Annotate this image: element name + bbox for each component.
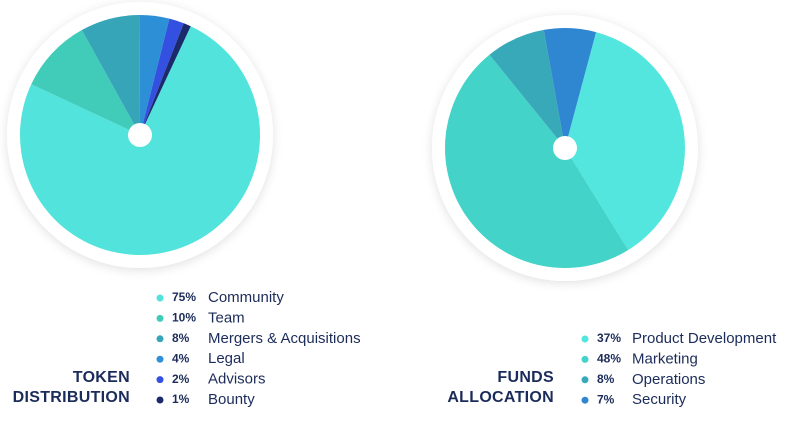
legend-label: Advisors [208, 371, 266, 388]
legend-value: 48% [597, 352, 621, 366]
pie-slice [489, 29, 565, 148]
pie-slice [31, 30, 140, 135]
pie-hole [553, 136, 577, 160]
legend-value: 4% [172, 351, 190, 365]
pie-slice [140, 23, 191, 136]
legend-value: 8% [597, 372, 615, 386]
legend-label: Bounty [208, 391, 255, 408]
legend-label: Legal [208, 350, 245, 367]
pie-slice [140, 18, 184, 135]
chart-title: TOKEN DISTRIBUTION [12, 369, 130, 406]
legend-marker [156, 314, 164, 322]
legend-value: 37% [597, 331, 621, 345]
legend-marker [581, 355, 589, 363]
legend-marker [581, 335, 589, 343]
legend-value: 1% [172, 392, 190, 406]
legend-marker [156, 294, 164, 302]
legend-marker [581, 396, 589, 404]
legend-marker [581, 376, 589, 384]
pie-slice [81, 15, 140, 135]
pie-slice [445, 54, 629, 268]
legend-label: Team [208, 309, 245, 326]
pie-hole [128, 123, 152, 147]
legend-value: 10% [172, 311, 196, 325]
pie-slice [543, 28, 597, 148]
legend-label: Marketing [632, 350, 698, 367]
chart-title: FUNDS ALLOCATION [447, 369, 554, 406]
legend-label: Operations [632, 371, 705, 388]
legend-marker [156, 335, 164, 343]
legend-label: Community [208, 289, 284, 306]
legend-value: 75% [172, 290, 196, 304]
legend-value: 2% [172, 372, 190, 386]
legend-value: 8% [172, 331, 190, 345]
pie-slice [139, 15, 170, 136]
legend-marker [156, 376, 164, 384]
legend-label: Security [632, 391, 687, 408]
legend-value: 7% [597, 392, 615, 406]
pie-slice [565, 32, 685, 250]
legend-label: Product Development [632, 330, 777, 347]
legend-label: Mergers & Acquisitions [208, 330, 361, 347]
legend-marker [156, 355, 164, 363]
legend-marker [156, 396, 164, 404]
